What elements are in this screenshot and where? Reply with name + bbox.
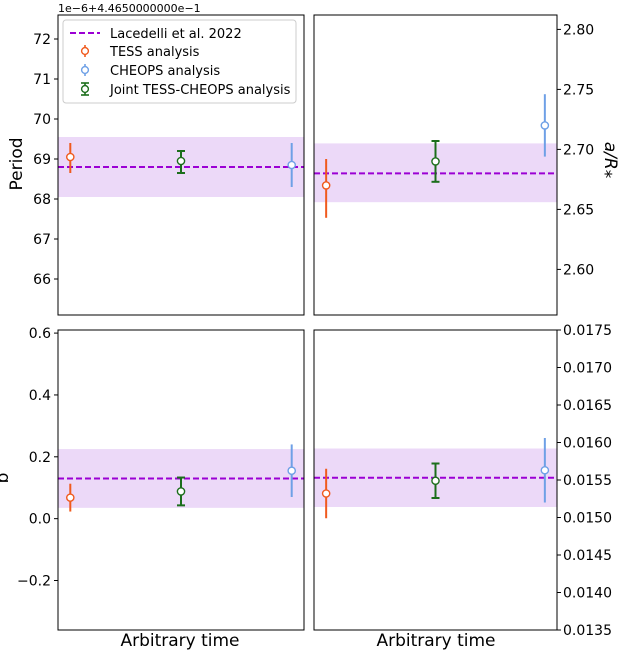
y-tick-label: 0.4: [29, 388, 51, 404]
y-tick-label: −0.2: [17, 574, 51, 590]
y-tick-label: 2.80: [563, 22, 594, 38]
y-tick-label: 69: [33, 152, 51, 168]
y-tick-label: 2.65: [563, 202, 594, 218]
legend-cheops-label: CHEOPS analysis: [110, 64, 220, 79]
y-tick-label: 0.0150: [563, 511, 612, 527]
y-tick-label: 0.0140: [563, 586, 612, 602]
y-tick-label: 0.0: [29, 512, 51, 528]
legend-tess-label: TESS analysis: [109, 45, 200, 60]
joint-point: [431, 157, 440, 166]
xlabel-left: Arbitrary time: [120, 631, 239, 651]
y-tick-label: 0.6: [29, 326, 51, 342]
ylabel-b: b: [0, 473, 13, 484]
axes-frame: [313, 14, 558, 316]
y-tick-label: 0.0160: [563, 436, 612, 452]
xlabel-right: Arbitrary time: [376, 631, 495, 651]
y-tick-label: 68: [33, 192, 51, 208]
y-tick-label: 0.0135: [563, 623, 612, 639]
joint-point: [431, 476, 440, 486]
y-tick-label: 71: [33, 72, 51, 88]
joint-point: [176, 487, 186, 496]
ylabel-a-over-rstar: a/R⁎: [600, 142, 620, 178]
panel-bottom-left: −0.2 0.0 0.2 0.4 0.6: [17, 326, 305, 631]
y-tick-label: 67: [33, 232, 51, 248]
y-tick-label: 2.70: [563, 142, 594, 158]
legend-tess-marker: [80, 46, 90, 56]
legend-reference-label: Lacedelli et al. 2022: [110, 27, 242, 42]
axes-frame: [57, 14, 305, 316]
offset-text: 1e−6+4.4650000000e−1: [58, 2, 201, 15]
tess-point: [66, 493, 75, 502]
legend: Lacedelli et al. 2022 TESS analysis CHEO…: [62, 19, 297, 104]
legend-joint-marker: [80, 84, 90, 94]
y-tick-label: 70: [33, 112, 51, 128]
panel-top-left: 66 67 68 69 70 71 72: [33, 14, 305, 316]
legend-cheops-marker: [80, 65, 90, 75]
tess-point: [66, 152, 75, 162]
cheops-point: [287, 160, 297, 170]
y-tick-label: 2.60: [563, 262, 594, 278]
y-tick-label: 72: [33, 32, 51, 48]
panel-top-right: 2.60 2.65 2.70 2.75 2.80: [313, 14, 594, 316]
ylabel-period: Period: [7, 137, 27, 190]
legend-joint-label: Joint TESS-CHEOPS analysis: [109, 83, 291, 98]
y-tick-label: 66: [33, 272, 51, 288]
y-tick-label: 0.0170: [563, 361, 612, 377]
cheops-point: [287, 466, 297, 476]
y-tick-label: 0.0175: [563, 323, 612, 339]
axes-frame: [57, 329, 305, 631]
legend-frame: [62, 19, 297, 104]
y-tick-label: 0.2: [29, 450, 51, 466]
y-tick-label: 2.75: [563, 82, 594, 98]
joint-point: [176, 156, 186, 166]
y-tick-label: 0.0165: [563, 398, 612, 414]
cheops-point: [540, 465, 550, 475]
tess-point: [321, 489, 331, 498]
cheops-point: [540, 121, 550, 130]
tess-point: [321, 181, 331, 190]
y-tick-label: 0.0155: [563, 473, 612, 489]
panel-bottom-right: 0.0135 0.0140 0.0145 0.0150 0.0155 0.0160 0.01…: [313, 323, 612, 639]
y-tick-label: 0.0145: [563, 548, 612, 564]
